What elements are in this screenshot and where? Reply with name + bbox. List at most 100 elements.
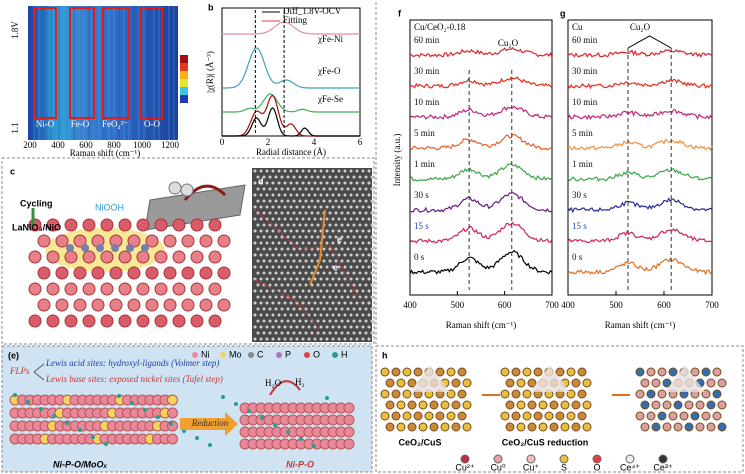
atom [208,250,222,264]
lattice-dot [367,265,371,269]
atom [118,218,132,232]
lattice-dot [352,247,356,251]
lattice-dot [355,241,359,245]
atom [706,400,716,410]
trace-label: 1 min [572,159,593,169]
lattice-dot [355,337,359,341]
atom [167,407,178,419]
legend-swatch [332,352,338,358]
atom [73,298,87,312]
lattice-dot [370,187,374,191]
atom [657,411,667,421]
lattice-dot [352,223,356,227]
lattice-dot [298,259,302,263]
atom [380,411,390,421]
atom [28,282,42,296]
bracket [627,35,672,49]
atom [64,218,78,232]
atom [136,218,150,232]
lattice-dot [364,247,368,251]
lattice-dot [343,193,347,197]
heatmap-stripe [148,6,150,140]
atom [78,428,82,432]
lattice-dot [289,289,293,293]
lattice-dot [367,337,371,341]
lattice-dot [274,319,278,323]
x-tick-label: 6 [358,137,363,147]
lattice-dot [265,181,269,185]
lattice-dot [328,295,332,299]
atom [640,400,650,410]
lattice-dot [295,205,299,209]
atom [706,422,716,432]
lattice-dot [289,193,293,197]
lattice-dot [343,205,347,209]
atom [684,422,694,432]
lattice-dot [262,319,266,323]
lattice-dot [301,265,305,269]
atom [199,298,213,312]
lattice-dot [256,223,260,227]
lattice-dot [301,229,305,233]
lattice-dot [304,211,308,215]
lattice-dot [310,175,314,179]
lattice-dot [274,187,278,191]
lattice-dot [319,193,323,197]
lattice-dot [253,217,257,221]
lattice-dot [316,211,320,215]
lattice-dot [265,313,269,317]
lattice-dot [337,313,341,317]
lattice-dot [280,307,284,311]
lattice-dot [304,223,308,227]
lattice-dot [328,331,332,335]
lattice-dot [334,175,338,179]
lattice-dot [325,313,329,317]
lattice-dot [361,265,365,269]
lattice-dot [256,175,260,179]
lattice-dot [319,301,323,305]
atom [208,282,222,296]
lattice-dot [346,175,350,179]
lattice-dot [358,247,362,251]
lattice-dot [274,247,278,251]
lattice-dot [259,241,263,245]
atom [91,298,105,312]
lattice-dot [334,199,338,203]
lattice-dot [280,175,284,179]
lattice-dot [271,229,275,233]
lattice-dot [307,253,311,257]
lattice-dot [295,253,299,257]
panel-letter: g [560,8,566,18]
lattice-dot [328,211,332,215]
lattice-dot [304,319,308,323]
lattice-dot [334,259,338,263]
lattice-dot [325,253,329,257]
lattice-dot [328,175,332,179]
lattice-dot [268,271,272,275]
atom [522,411,532,421]
atom [156,415,160,419]
spectrum [567,197,713,214]
lattice-dot [349,253,353,257]
legend-label: P [285,349,291,359]
atom [167,433,178,445]
lattice-dot [283,229,287,233]
lattice-dot [283,313,287,317]
atom [646,411,656,421]
lattice-dot [328,307,332,311]
lattice-dot [301,217,305,221]
lattice-dot [259,193,263,197]
atom [527,422,537,432]
lattice-dot [286,199,290,203]
atom [385,400,395,410]
lattice-dot [259,181,263,185]
lattice-dot [292,283,296,287]
trace-label: 15 s [414,221,429,231]
atom [126,244,134,252]
lattice-dot [361,277,365,281]
lattice-dot [352,271,356,275]
lattice-dot [322,247,326,251]
lattice-dot [289,325,293,329]
atom [82,282,96,296]
lattice-dot [367,277,371,281]
